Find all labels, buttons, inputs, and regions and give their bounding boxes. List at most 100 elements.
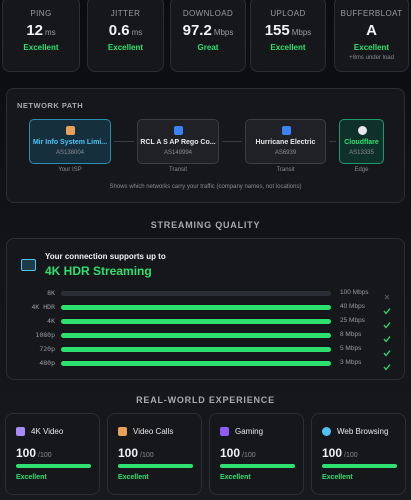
panel-title: NETWORK PATH [17, 101, 84, 110]
score-max: 100 [344, 452, 358, 459]
quality-requirement: 25 Mbps [340, 317, 365, 324]
check-icon [383, 330, 391, 343]
value: A [366, 22, 377, 39]
quality-bar [61, 319, 331, 324]
check-icon [383, 344, 391, 357]
node-name: Hurricane Electric [255, 139, 316, 146]
quality-bar [61, 291, 331, 296]
icon [322, 427, 331, 436]
tv-icon [21, 259, 36, 271]
experience-card: 4K Video 100100 Excellent [5, 413, 100, 495]
path-node: RCL A S AP Rego Co... AS149994 [137, 119, 219, 164]
node-name: Cloudflare [344, 139, 379, 146]
unit: ms [45, 28, 56, 37]
score-bar [322, 464, 397, 468]
node-asn: AS138004 [55, 150, 85, 156]
check-icon [383, 358, 391, 371]
path-arrow [114, 141, 134, 142]
node-role: Transit [276, 167, 295, 173]
streaming-intro: Your connection supports up to [45, 252, 166, 261]
experience-rating: Excellent [322, 474, 353, 481]
quality-label: 8K [47, 289, 55, 297]
path-node: Hurricane Electric AS6939 [245, 119, 326, 164]
score-max: 100 [242, 452, 256, 459]
metric-rating: Excellent [23, 43, 59, 52]
score-bar [16, 464, 91, 468]
unit: Mbps [291, 28, 312, 37]
experience-rating: Excellent [118, 474, 149, 481]
quality-requirement: 100 Mbps [340, 289, 369, 296]
check-icon [383, 302, 391, 315]
check [383, 364, 391, 371]
node-asn: AS6939 [274, 150, 297, 156]
quality-label: 4K [47, 317, 55, 325]
experience-score: 100100 [118, 446, 154, 460]
score-max: 100 [140, 452, 154, 459]
node-role: Transit [168, 167, 188, 173]
quality-requirement: 8 Mbps [340, 331, 362, 338]
quality-bar [61, 333, 331, 338]
experience-card: Web Browsing 100100 Excellent [311, 413, 406, 495]
score: 100 [322, 446, 343, 460]
experience-name: Gaming [235, 427, 264, 436]
metric-card: DOWNLOAD 97.2 Mbps Great [170, 0, 246, 72]
score: 100 [220, 446, 241, 460]
metric-rating: Excellent [270, 43, 306, 52]
quality-label: 1080p [35, 331, 55, 339]
metric-label: UPLOAD [270, 9, 306, 18]
score-bar [220, 464, 295, 468]
check-icon [383, 316, 391, 329]
experience-score: 100100 [16, 446, 52, 460]
quality-bar [61, 347, 331, 352]
experience-card: Gaming 100100 Excellent [209, 413, 304, 495]
cross [384, 294, 390, 300]
metric-label: BUFFERBLOAT [340, 9, 403, 18]
metric-card: PING 12 ms Excellent [2, 0, 80, 72]
experience-score: 100100 [322, 446, 358, 460]
metric-rating: Great [197, 43, 219, 52]
check [383, 308, 391, 315]
check [383, 322, 391, 329]
path-arrow [222, 141, 242, 142]
experience-name: Web Browsing [337, 427, 389, 436]
metric-card: BUFFERBLOAT A Excellent +8ms under load [334, 0, 409, 72]
unit: Mbps [213, 28, 234, 37]
quality-bar [61, 305, 331, 310]
metric-value: 155 Mbps [251, 22, 325, 39]
metric-note: +8ms under load [349, 55, 394, 61]
quality-label: 4K HDR [31, 303, 55, 311]
quality-requirement: 40 Mbps [340, 303, 365, 310]
metric-card: UPLOAD 155 Mbps Excellent [250, 0, 326, 72]
experience-card: Video Calls 100100 Excellent [107, 413, 202, 495]
quality-bar [61, 361, 331, 366]
experience-score: 100100 [220, 446, 256, 460]
node-role: Edge [354, 167, 369, 173]
value: 155 [264, 22, 290, 39]
value: 0.6 [108, 22, 130, 39]
experience-rating: Excellent [220, 474, 251, 481]
path-note: Shows which networks carry your traffic … [109, 184, 302, 190]
cross-icon [383, 288, 391, 300]
path-node: Mir Info System Limi... AS138004 [29, 119, 111, 164]
score: 100 [16, 446, 37, 460]
section-heading: STREAMING QUALITY [150, 220, 261, 230]
quality-label: 720p [39, 345, 55, 353]
metric-label: PING [30, 9, 52, 18]
check [383, 350, 391, 357]
icon [357, 126, 367, 135]
metric-label: DOWNLOAD [182, 9, 234, 18]
node-asn: AS149994 [163, 150, 193, 156]
score-max: 100 [38, 452, 52, 459]
streaming-best: 4K HDR Streaming [45, 264, 152, 278]
unit: ms [131, 28, 143, 37]
check [383, 336, 391, 343]
score: 100 [118, 446, 139, 460]
path-node: Cloudflare AS13335 [339, 119, 384, 164]
experience-name: Video Calls [133, 427, 174, 436]
value: 97.2 [182, 22, 212, 39]
experience-name: 4K Video [31, 427, 64, 436]
metric-card: JITTER 0.6 ms Excellent [87, 0, 164, 72]
icon [16, 427, 25, 436]
icon [118, 427, 127, 436]
